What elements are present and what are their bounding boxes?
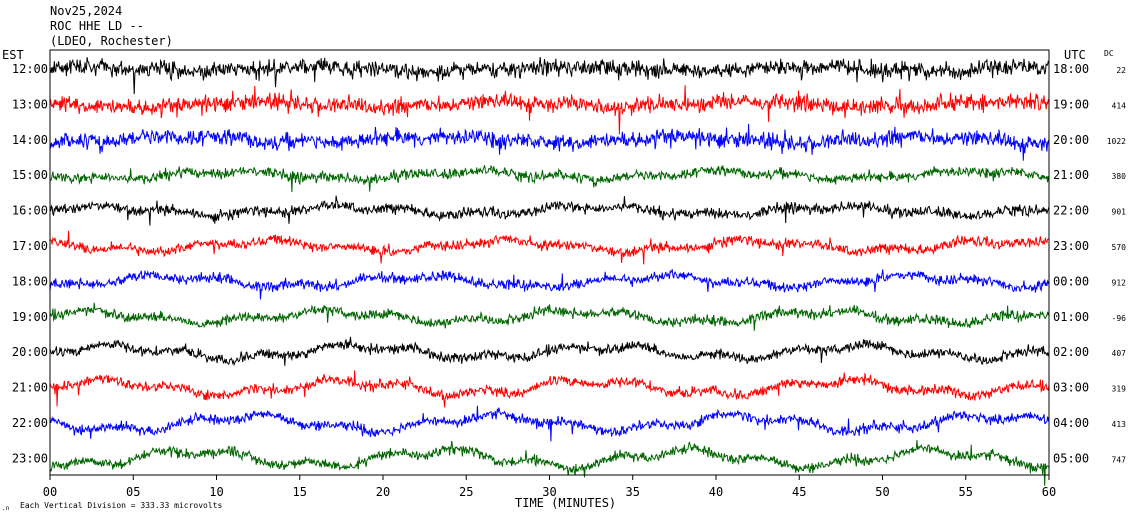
est-row-label: 16:00 [12,204,48,218]
x-tick-label: 05 [126,485,140,499]
header-network: (LDEO, Rochester) [50,34,173,48]
x-tick-label: 25 [459,485,473,499]
est-row-label: 23:00 [12,451,48,465]
dc-row-value: 901 [1112,208,1127,217]
dc-row-value: 414 [1112,101,1127,110]
trace-row-1600 [49,195,1050,226]
x-tick-label: 40 [709,485,723,499]
trace-row-1700 [49,230,1050,265]
est-row-label: 22:00 [12,416,48,430]
est-row-label: 12:00 [12,62,48,76]
trace-row-2200 [49,405,1050,442]
x-tick-label: 00 [43,485,57,499]
x-axis-title: TIME (MINUTES) [515,496,616,510]
est-row-label: 17:00 [12,239,48,253]
header-station: ROC HHE LD -- [50,19,144,33]
dc-row-value: 747 [1112,455,1127,464]
utc-row-label: 03:00 [1053,381,1089,395]
utc-row-label: 05:00 [1053,451,1089,465]
trace-row-1500 [49,164,1050,193]
trace-row-2000 [49,336,1050,367]
utc-row-label: 21:00 [1053,168,1089,182]
dc-row-value: 380 [1112,172,1127,181]
x-tick-label: 60 [1042,485,1056,499]
est-row-label: 15:00 [12,168,48,182]
utc-row-label: 22:00 [1053,204,1089,218]
utc-row-label: 18:00 [1053,62,1089,76]
utc-row-label: 01:00 [1053,310,1089,324]
est-row-label: 13:00 [12,97,48,111]
header-date: Nov25,2024 [50,4,122,18]
trace-row-1300 [49,85,1050,135]
dc-row-value: 319 [1112,385,1127,394]
est-row-label: 19:00 [12,310,48,324]
dc-row-value: 570 [1112,243,1127,252]
dc-row-value: 413 [1112,420,1127,429]
trace-row-1400 [49,123,1050,161]
dc-row-value: 912 [1112,278,1127,287]
seismic-traces [49,56,1050,486]
utc-row-label: 02:00 [1053,345,1089,359]
x-tick-label: 20 [376,485,390,499]
left-axis-label: EST [2,48,24,62]
dc-row-value: 1022 [1107,137,1126,146]
trace-row-2100 [49,370,1050,408]
trace-row-1200 [49,56,1050,95]
utc-row-label: 23:00 [1053,239,1089,253]
dc-label: DC [1104,49,1114,58]
est-row-label: 14:00 [12,133,48,147]
trace-row-1800 [49,269,1050,300]
utc-row-label: 00:00 [1053,274,1089,288]
x-tick-label: 15 [293,485,307,499]
row-labels: 12:00 18:00 22 13:00 19:00 414 14:00 20:00 1022 1… [12,62,1126,465]
x-tick-label: 10 [209,485,223,499]
est-row-label: 18:00 [12,274,48,288]
utc-row-label: 04:00 [1053,416,1089,430]
dc-row-value: -96 [1112,314,1127,323]
scale-note: Each Vertical Division = 333.33 microvol… [20,501,222,510]
est-row-label: 21:00 [12,381,48,395]
x-tick-label: 35 [626,485,640,499]
trace-row-1900 [49,302,1050,331]
dc-row-value: 22 [1116,66,1126,75]
dc-row-value: 407 [1112,349,1127,358]
est-row-label: 20:00 [12,345,48,359]
x-tick-label: 45 [792,485,806,499]
utc-row-label: 19:00 [1053,97,1089,111]
x-axis-ticks: 00 05 10 15 20 25 30 35 40 45 50 55 60 [43,475,1056,499]
right-axis-label: UTC [1064,48,1086,62]
utc-row-label: 20:00 [1053,133,1089,147]
scale-note-icon: .n [2,505,10,512]
x-tick-label: 50 [875,485,889,499]
x-tick-label: 55 [959,485,973,499]
x-tick-label: 30 [542,485,556,499]
trace-row-2300 [49,440,1050,486]
